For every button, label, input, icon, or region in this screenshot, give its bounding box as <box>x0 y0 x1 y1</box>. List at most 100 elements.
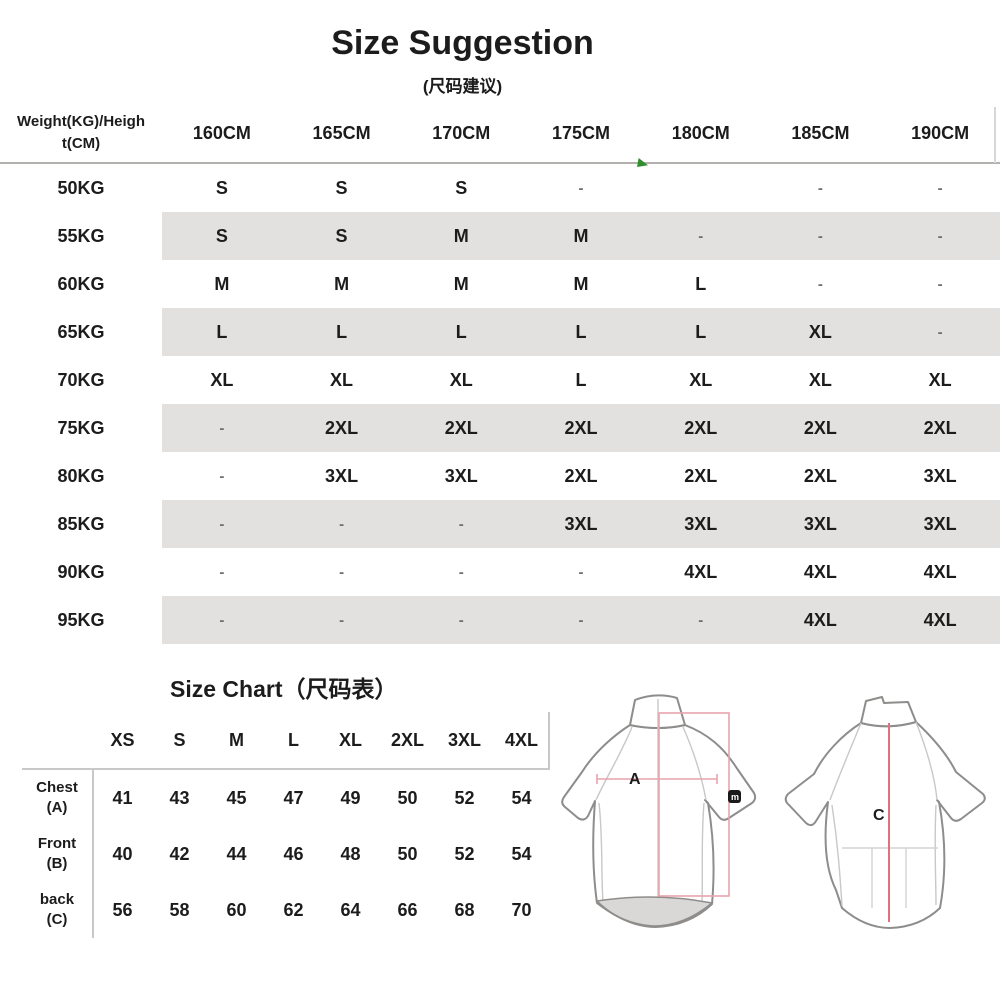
raglan-seam-right <box>682 726 707 801</box>
size-chart-header-row: XS S M L XL 2XL 3XL 4XL <box>22 712 550 770</box>
measurement-value: 44 <box>226 843 247 864</box>
measurement-value: 60 <box>226 899 247 920</box>
row-label: 75KG <box>0 404 162 452</box>
size-column-header-s: S <box>173 729 186 750</box>
measurement-label: Front (B) <box>22 826 94 882</box>
column-header-185cm: 185CM <box>791 122 850 143</box>
size-column-header-xs: XS <box>110 729 135 750</box>
size-cell: L <box>401 308 522 356</box>
suggestion-row-90kg: 90KG - - - - 4XL 4XL 4XL <box>0 548 1000 596</box>
size-cell: 4XL <box>760 596 881 644</box>
row-label: 80KG <box>0 452 162 500</box>
side-panel-left <box>598 802 604 903</box>
measurement-value: 49 <box>340 787 361 808</box>
measurement-label-line2: (C) <box>46 911 68 928</box>
row-label: 60KG <box>0 260 162 308</box>
measurement-value: 50 <box>397 843 418 864</box>
size-chart-title: Size Chart（尺码表） <box>170 676 398 702</box>
size-cell: M <box>573 273 589 294</box>
measurement-label-line2: (B) <box>46 855 68 872</box>
measurement-value: 42 <box>169 843 190 864</box>
column-header-180cm: 180CM <box>671 122 730 143</box>
measurement-value: 48 <box>340 843 361 864</box>
measurement-value: 56 <box>112 899 133 920</box>
size-chart-table: XS S M L XL 2XL 3XL 4XL Chest (A) 41 43 45 47 49 50 52 5… <box>22 712 550 938</box>
size-cell: 2XL <box>684 465 718 486</box>
measurement-label: Chest (A) <box>22 770 94 826</box>
corner-header-line2: t(CM) <box>61 135 101 152</box>
measurement-value: 70 <box>511 899 532 920</box>
size-cell <box>641 164 761 212</box>
measurement-value: 41 <box>112 787 133 808</box>
size-cell: 3XL <box>880 500 1000 548</box>
jersey-back-diagram: C <box>784 696 986 929</box>
measurement-value: 54 <box>511 787 532 808</box>
size-chart-row-back: back (C) 56 58 60 62 64 66 68 70 <box>22 882 550 938</box>
size-cell: 4XL <box>923 561 957 582</box>
size-cell: S <box>335 177 348 198</box>
measurement-value: 52 <box>454 787 475 808</box>
measurement-value: 52 <box>454 843 475 864</box>
size-cell: L <box>640 308 761 356</box>
size-cell: - <box>162 404 282 452</box>
measure-label-c: C <box>873 807 885 824</box>
measurement-label-line1: back <box>39 890 75 908</box>
size-cell: 2XL <box>880 404 1000 452</box>
measurement-value: 50 <box>397 787 418 808</box>
size-cell: - <box>640 596 761 644</box>
size-cell: - <box>937 275 943 293</box>
measurement-value: 68 <box>454 899 475 920</box>
header-separator-line <box>0 162 1000 164</box>
suggestion-row-75kg: 75KG -2XL 2XL 2XL 2XL 2XL 2XL <box>0 404 1000 452</box>
size-suggestion-table: 50KG S S S - - -55KG S S M M - - -60KG M M M M L - -65KG L L L L… <box>0 164 1000 644</box>
size-cell: 3XL <box>521 500 641 548</box>
hem-shading <box>595 896 714 927</box>
corner-header-line1: Weight(KG)/Heigh <box>16 113 146 131</box>
size-chart-row-chest: Chest (A) 41 43 45 47 49 50 52 54 <box>22 770 550 826</box>
measurement-value: 58 <box>169 899 190 920</box>
size-cell: - <box>339 563 345 581</box>
page-subtitle: (尺码建议) <box>422 77 503 96</box>
column-header-170cm: 170CM <box>432 122 491 143</box>
size-cell: 4XL <box>803 561 837 582</box>
size-cell: S <box>281 212 402 260</box>
size-cell: - <box>880 308 1000 356</box>
raglan-seam-right <box>915 721 938 801</box>
size-column-header-l: L <box>288 729 299 750</box>
sleeve-badge-label: m <box>731 792 739 802</box>
size-cell: - <box>521 596 641 644</box>
size-cell: - <box>219 563 225 581</box>
measurement-value: 64 <box>340 899 361 920</box>
page-title: Size Suggestion <box>331 24 594 62</box>
size-cell: XL <box>689 369 713 390</box>
size-cell: S <box>162 212 282 260</box>
size-column-header-m: M <box>229 729 244 750</box>
measurement-value: 45 <box>226 787 247 808</box>
green-cursor-marker <box>637 158 648 167</box>
size-cell: 2XL <box>401 404 522 452</box>
size-cell: - <box>458 563 464 581</box>
row-label: 65KG <box>0 308 162 356</box>
size-cell: 2XL <box>521 404 641 452</box>
row-label: 85KG <box>0 500 162 548</box>
corner-header: Weight(KG)/Heigh t(CM) <box>0 111 162 155</box>
measurement-value: 40 <box>112 843 133 864</box>
size-cell: - <box>937 179 943 197</box>
size-cell: 2XL <box>803 465 837 486</box>
size-cell: - <box>760 212 881 260</box>
size-cell: 3XL <box>760 500 881 548</box>
size-cell: - <box>281 500 402 548</box>
size-cell: - <box>162 596 282 644</box>
measurement-value: 47 <box>283 787 304 808</box>
side-panel-right <box>701 802 705 903</box>
measurement-value: 62 <box>283 899 304 920</box>
size-cell: XL <box>330 369 354 390</box>
size-cell: L <box>162 308 282 356</box>
size-cell: 3XL <box>640 500 761 548</box>
size-chart-row-front: Front (B) 40 42 44 46 48 50 52 54 <box>22 826 550 882</box>
size-cell: M <box>521 212 641 260</box>
suggestion-row-85kg: 85KG - - -3XL 3XL 3XL 3XL <box>0 500 1000 548</box>
size-cell: L <box>695 273 707 294</box>
measurement-label: back (C) <box>22 882 94 938</box>
